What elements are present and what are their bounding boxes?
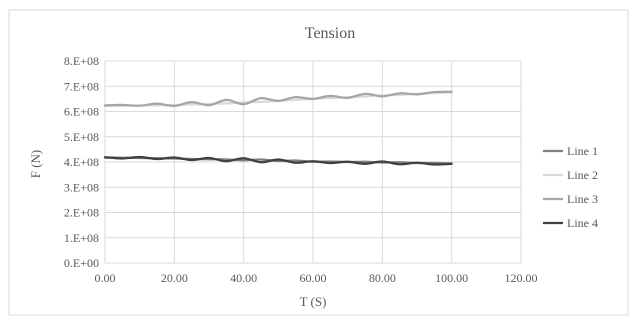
- tick-labels: 0.E+00 1.E+08 2.E+08 3.E+08 4.E+08 5.E+08 6.E+…: [64, 54, 538, 285]
- y-tick-label: 0.E+00: [64, 256, 99, 270]
- y-tick-label: 7.E+08: [64, 79, 99, 93]
- y-tick-label: 2.E+08: [64, 206, 99, 220]
- y-tick-label: 4.E+08: [64, 155, 99, 169]
- x-tick-label: 60.00: [300, 271, 327, 285]
- legend-label-3: Line 3: [567, 192, 598, 206]
- x-tick-label: 20.00: [161, 271, 188, 285]
- x-tick-label: 0.00: [95, 271, 116, 285]
- y-tick-label: 6.E+08: [64, 105, 99, 119]
- chart-title: Tension: [305, 25, 355, 42]
- y-tick-label: 8.E+08: [64, 54, 99, 68]
- series-line-3: [103, 90, 453, 108]
- y-axis-title: F (N): [28, 150, 43, 179]
- x-tick-label: 100.00: [435, 271, 468, 285]
- legend-label-4: Line 4: [567, 216, 598, 230]
- x-axis-title: T (S): [300, 294, 327, 309]
- x-tick-label: 80.00: [369, 271, 396, 285]
- series-lines: [103, 90, 453, 166]
- y-tick-label: 3.E+08: [64, 180, 99, 194]
- gridlines: [105, 60, 522, 263]
- legend: Line 1 Line 2 Line 3 Line 4: [543, 144, 598, 230]
- legend-label-2: Line 2: [567, 168, 598, 182]
- series-line-4: [103, 155, 453, 166]
- y-tick-label: 1.E+08: [64, 231, 99, 245]
- legend-label-1: Line 1: [567, 144, 598, 158]
- axes: [104, 61, 521, 264]
- y-tick-label: 5.E+08: [64, 130, 99, 144]
- x-tick-label: 120.00: [505, 271, 538, 285]
- x-tick-label: 40.00: [230, 271, 257, 285]
